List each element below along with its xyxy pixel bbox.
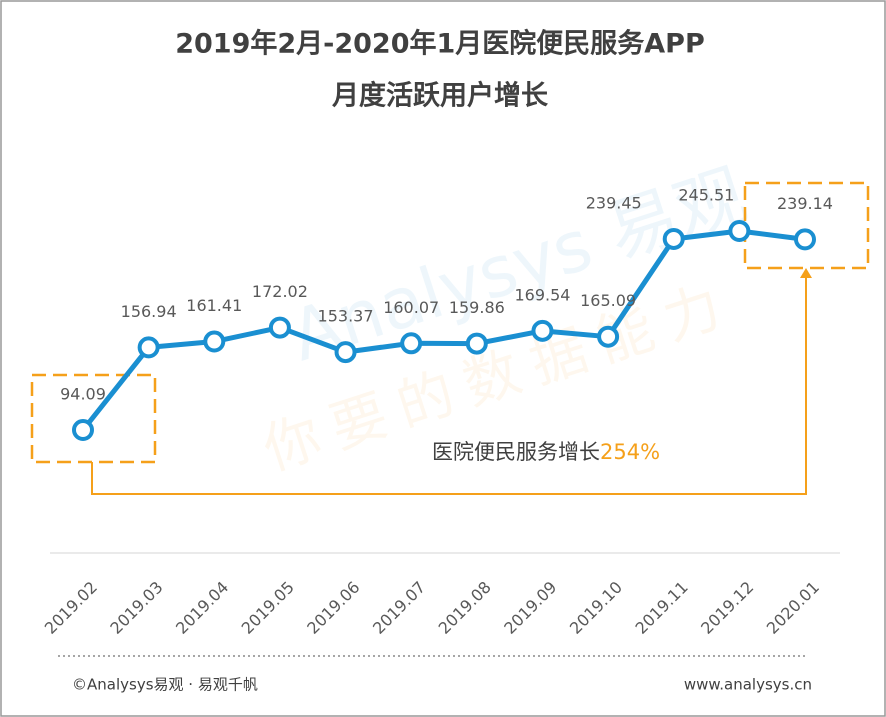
point [531, 319, 554, 342]
data-label: 156.94 [121, 302, 177, 321]
data-label: 172.02 [252, 282, 308, 301]
footer-right: www.analysys.cn [684, 676, 812, 694]
point [597, 325, 620, 348]
growth-arrow [91, 276, 807, 495]
data-label: 94.09 [60, 385, 106, 404]
point [203, 330, 226, 353]
point [400, 332, 423, 355]
data-label: 160.07 [383, 298, 439, 317]
data-label: 165.09 [580, 291, 636, 310]
data-label: 245.51 [678, 186, 734, 205]
data-label: 239.14 [777, 194, 833, 213]
point [794, 228, 816, 251]
data-label: 239.45 [586, 193, 642, 212]
footer-left: ©Analysys易观 · 易观千帆 [72, 676, 258, 694]
arrow-head [800, 268, 812, 278]
point [334, 341, 357, 364]
point [728, 220, 751, 242]
data-label: 169.54 [514, 285, 570, 304]
data-label: 153.37 [318, 307, 374, 326]
data-label: 161.41 [186, 296, 242, 315]
chart-subtitle: 月度活跃用户增长 [331, 80, 549, 112]
data-label: 159.86 [449, 298, 505, 317]
point [72, 419, 94, 441]
annotation-highlight: 254% [600, 440, 660, 464]
point [137, 336, 160, 359]
annotation-text: 医院便民服务增长 [432, 440, 600, 464]
annotation: 医院便民服务增长254% [432, 440, 660, 464]
point [465, 332, 488, 355]
point [268, 316, 291, 339]
point [662, 227, 685, 250]
chart-title: 2019年2月-2020年1月医院便民服务APP [175, 28, 705, 60]
